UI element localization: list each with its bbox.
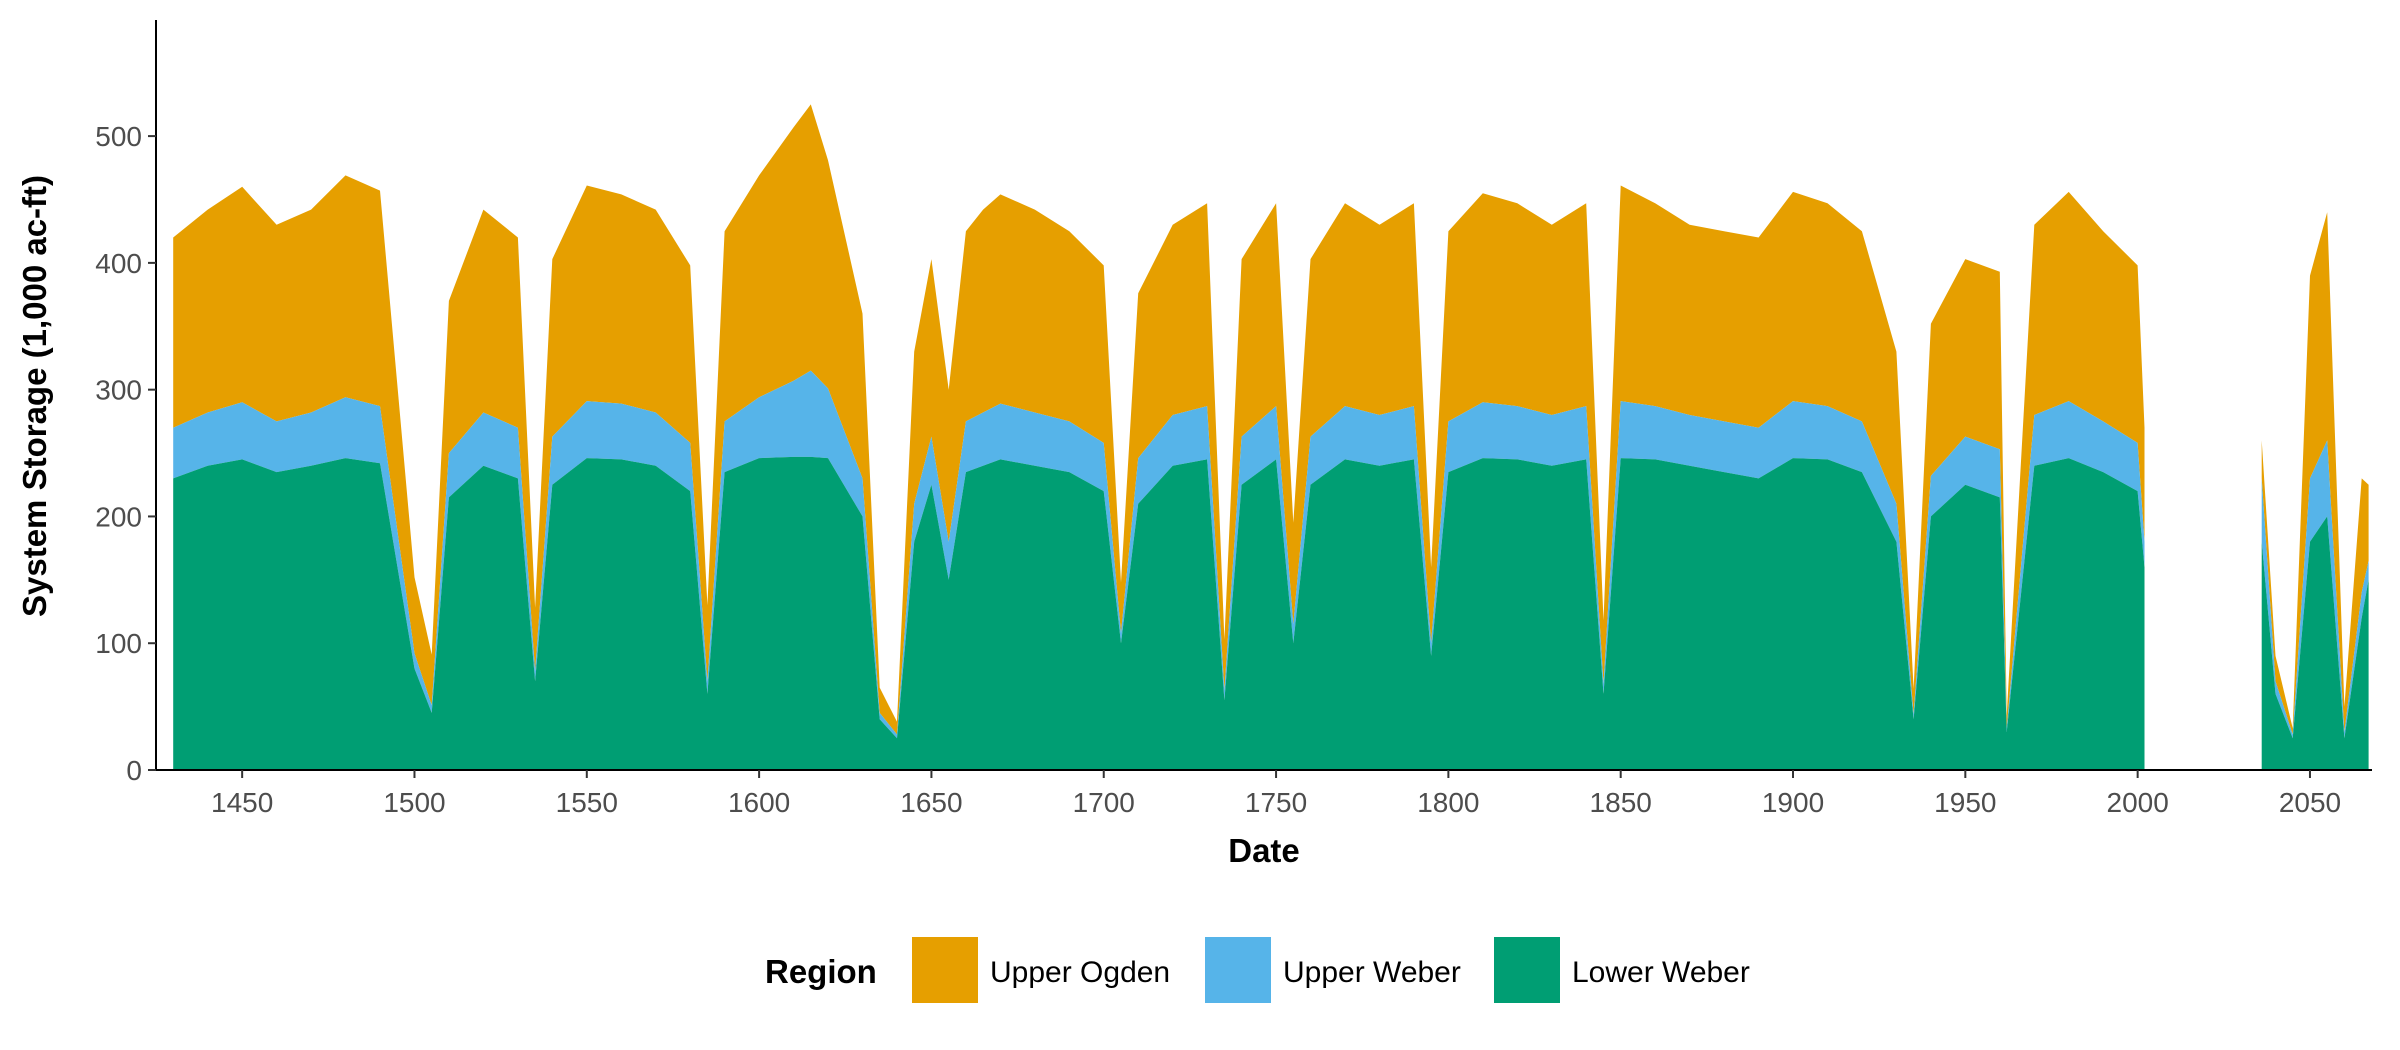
y-tick-label: 100 xyxy=(95,628,142,659)
area-lower-weber-segment-2 xyxy=(2261,516,2369,770)
legend-swatch-upper-ogden xyxy=(912,937,978,1003)
x-tick-label: 1550 xyxy=(556,787,618,818)
area-upper-weber-segment-2 xyxy=(2261,440,2369,739)
x-tick-label: 1950 xyxy=(1934,787,1996,818)
x-tick-label: 2050 xyxy=(2279,787,2341,818)
x-tick-label: 2000 xyxy=(2107,787,2169,818)
y-tick-label: 0 xyxy=(126,755,142,786)
x-tick-label: 1800 xyxy=(1417,787,1479,818)
legend: Region Upper Ogden Upper Weber Lower Weber xyxy=(765,937,1750,1003)
y-axis-title: System Storage (1,000 ac-ft) xyxy=(16,175,53,617)
x-tick-label: 1450 xyxy=(211,787,273,818)
y-tick-label: 300 xyxy=(95,375,142,406)
y-tick-label: 500 xyxy=(95,121,142,152)
x-tick-label: 1850 xyxy=(1590,787,1652,818)
y-tick-label: 400 xyxy=(95,248,142,279)
area-lower-weber-segment-1 xyxy=(173,456,2145,770)
x-tick-label: 1500 xyxy=(383,787,445,818)
legend-label-upper-weber: Upper Weber xyxy=(1283,956,1461,989)
x-axis-ticks: 1450 1500 1550 1600 1650 1700 1750 1800 1850 1900… xyxy=(211,770,2341,818)
area-upper-ogden-segment-2 xyxy=(2261,212,2369,735)
legend-swatch-upper-weber xyxy=(1205,937,1271,1003)
x-tick-label: 1600 xyxy=(728,787,790,818)
plot-area xyxy=(173,104,2369,770)
x-axis-title: Date xyxy=(1228,832,1300,869)
legend-label-upper-ogden: Upper Ogden xyxy=(990,956,1170,989)
x-tick-label: 1650 xyxy=(900,787,962,818)
legend-title: Region xyxy=(765,953,877,990)
legend-swatch-lower-weber xyxy=(1494,937,1560,1003)
x-tick-label: 1700 xyxy=(1073,787,1135,818)
area-upper-ogden-segment-1 xyxy=(173,104,2145,735)
x-tick-label: 1750 xyxy=(1245,787,1307,818)
x-tick-label: 1900 xyxy=(1762,787,1824,818)
y-axis-ticks: 0 100 200 300 400 500 xyxy=(95,121,156,786)
axes xyxy=(155,20,2372,771)
area-upper-weber-segment-1 xyxy=(173,370,2145,739)
y-tick-label: 200 xyxy=(95,501,142,532)
legend-label-lower-weber: Lower Weber xyxy=(1572,956,1750,989)
